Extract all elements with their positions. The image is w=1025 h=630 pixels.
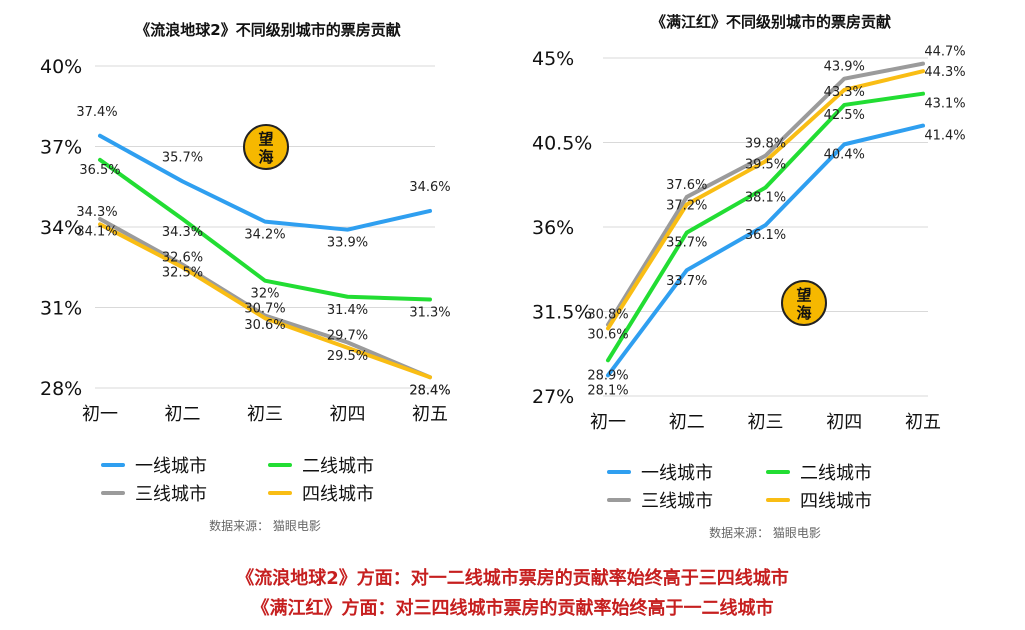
logo-text-top: 望 <box>796 286 811 304</box>
data-label: 34.6% <box>409 180 450 195</box>
x-tick-label: 初一 <box>82 404 118 425</box>
data-label: 38.1% <box>745 191 786 206</box>
data-label: 37.6% <box>666 178 707 193</box>
data-label: 34.3% <box>76 205 117 220</box>
logo-badge <box>243 124 289 170</box>
x-tick-label: 初五 <box>905 412 941 433</box>
data-label: 36.5% <box>79 163 120 178</box>
legend-label: 一线城市 <box>135 456 207 477</box>
y-tick-label: 31% <box>40 298 82 320</box>
x-tick-label: 初三 <box>247 404 283 425</box>
data-label: 39.5% <box>745 157 786 172</box>
data-label: 43.9% <box>824 60 865 75</box>
logo-text-top: 望 <box>258 130 273 148</box>
series-line-tier3 <box>606 61 925 327</box>
series-line-tier2 <box>606 91 925 363</box>
logo-text-bottom: 海 <box>258 148 273 166</box>
y-tick-label: 45% <box>532 48 574 70</box>
logo-text-bottom: 海 <box>796 304 811 322</box>
y-tick-label: 27% <box>532 386 574 408</box>
data-label: 35.7% <box>162 150 203 165</box>
data-label: 30.7% <box>244 302 285 317</box>
series-line-tier4 <box>98 222 432 380</box>
data-label: 28.4% <box>409 383 450 398</box>
x-tick-label: 初二 <box>165 404 201 425</box>
data-label: 39.8% <box>745 137 786 152</box>
chart-title: 《满江红》不同级别城市的票房贡献 <box>651 13 891 31</box>
legend-label: 四线城市 <box>800 491 872 512</box>
y-tick-label: 31.5% <box>532 302 592 324</box>
legend-label: 二线城市 <box>800 463 872 484</box>
legend-label: 三线城市 <box>641 491 713 512</box>
data-label: 30.8% <box>587 308 628 323</box>
charts-canvas: 《流浪地球2》不同级别城市的票房贡献40%37%34%31%28%初一 初二 初三初… <box>40 13 966 540</box>
data-label: 34.2% <box>244 228 285 243</box>
x-tick-label: 初五 <box>412 404 448 425</box>
y-tick-label: 36% <box>532 217 574 239</box>
y-tick-label: 40.5% <box>532 133 592 155</box>
data-label: 31.4% <box>327 303 368 318</box>
y-tick-label: 28% <box>40 378 82 400</box>
legend-label: 三线城市 <box>135 484 207 505</box>
data-label: 32.6% <box>162 251 203 266</box>
series-line-tier1 <box>98 133 432 232</box>
data-label: 28.4% <box>409 383 450 398</box>
x-tick-label: 初四 <box>826 412 862 433</box>
data-label: 41.4% <box>924 129 965 144</box>
data-label: 37.2% <box>666 198 707 213</box>
source-note: 数据来源： 猫眼电影 <box>709 525 821 540</box>
data-label: 43.3% <box>824 85 865 100</box>
series-line-tier1 <box>606 123 925 378</box>
y-tick-label: 40% <box>40 56 82 78</box>
series-line-tier4 <box>606 69 925 331</box>
caption-line-1: 《流浪地球2》方面：对一二线城市票房的贡献率始终高于三四线城市 <box>236 568 789 589</box>
chart-title: 《流浪地球2》不同级别城市的票房贡献 <box>135 21 400 39</box>
y-tick-label: 34% <box>40 217 82 239</box>
data-label: 36.1% <box>745 228 786 243</box>
data-label: 34.3% <box>162 225 203 240</box>
data-label: 29.7% <box>327 328 368 343</box>
data-label: 30.6% <box>244 318 285 333</box>
data-label: 33.7% <box>666 274 707 289</box>
data-label: 31.3% <box>409 305 450 320</box>
data-label: 40.4% <box>824 147 865 162</box>
series-line-tier3 <box>98 216 432 380</box>
data-label: 42.5% <box>824 108 865 123</box>
data-label: 44.3% <box>924 65 965 80</box>
y-tick-label: 37% <box>40 137 82 159</box>
legend-label: 四线城市 <box>302 484 374 505</box>
data-label: 34.1% <box>76 224 117 239</box>
x-tick-label: 初一 <box>590 412 626 433</box>
data-label: 33.9% <box>327 236 368 251</box>
data-label: 28.1% <box>587 383 628 398</box>
x-tick-label: 初四 <box>330 404 366 425</box>
legend-label: 二线城市 <box>302 456 374 477</box>
data-label: 35.7% <box>666 236 707 251</box>
data-label: 28.9% <box>587 368 628 383</box>
data-label: 37.4% <box>76 105 117 120</box>
data-label: 29.5% <box>327 349 368 364</box>
logo-badge <box>781 280 827 326</box>
series-line-tier2 <box>98 157 432 302</box>
source-note: 数据来源： 猫眼电影 <box>209 518 321 533</box>
x-tick-label: 初二 <box>669 412 705 433</box>
data-label: 43.1% <box>924 97 965 112</box>
caption-line-2: 《满江红》方面：对三四线城市票房的贡献率始终高于一二线城市 <box>251 598 774 619</box>
legend-label: 一线城市 <box>641 463 713 484</box>
data-label: 44.7% <box>924 45 965 60</box>
x-tick-label: 初三 <box>748 412 784 433</box>
data-label: 32.5% <box>162 265 203 280</box>
data-label: 32% <box>251 287 280 302</box>
data-label: 30.6% <box>587 327 628 342</box>
